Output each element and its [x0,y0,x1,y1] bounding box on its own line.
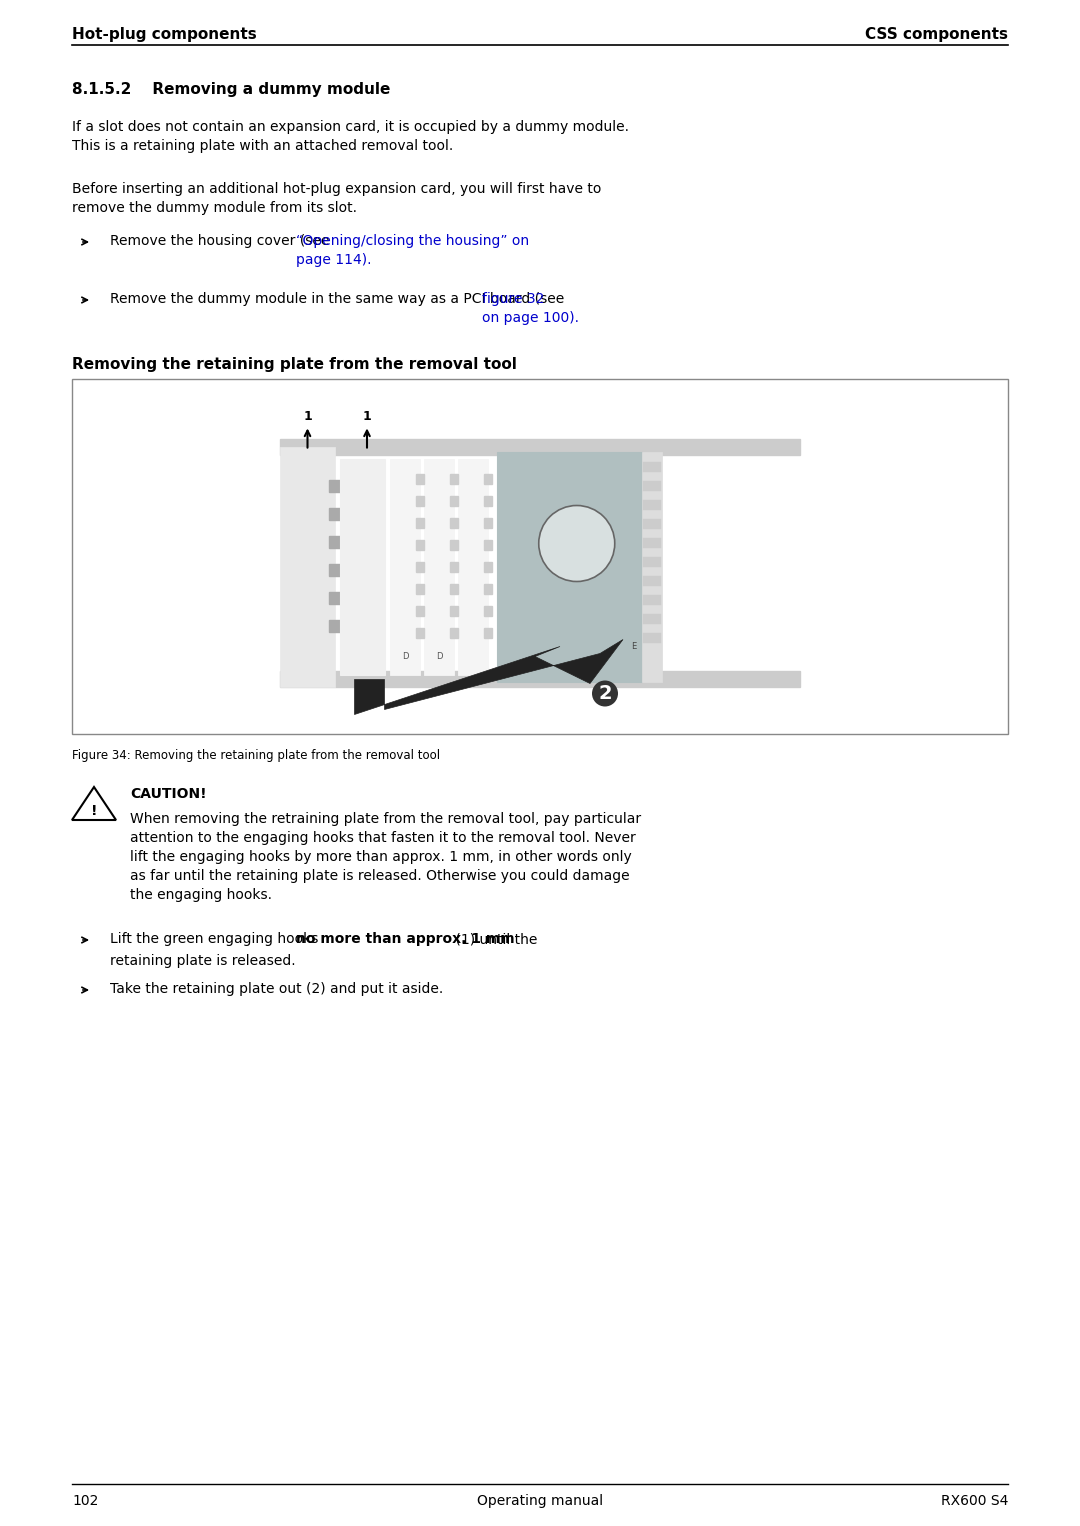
Text: “Opening/closing the housing” on
page 114).: “Opening/closing the housing” on page 11… [296,233,529,267]
Text: Figure 34: Removing the retaining plate from the removal tool: Figure 34: Removing the retaining plate … [72,749,441,761]
Text: 8.1.5.2    Removing a dummy module: 8.1.5.2 Removing a dummy module [72,82,390,98]
Bar [280,670,800,687]
Text: (1) until the: (1) until the [451,932,538,946]
Text: 1: 1 [363,409,372,423]
Bar [329,508,341,519]
Bar [450,606,458,615]
Bar [450,540,458,549]
Bar [484,606,492,615]
Bar [450,517,458,528]
Text: D: D [402,652,408,661]
Bar [484,562,492,572]
Bar [643,613,661,624]
Bar [643,519,661,528]
Bar [416,496,424,505]
Bar [643,632,661,642]
Bar [450,562,458,572]
Bar [424,458,454,674]
Text: Operating manual: Operating manual [477,1494,603,1508]
Bar [416,473,424,484]
Bar [450,496,458,505]
Bar [416,627,424,638]
Bar [416,583,424,594]
Bar [450,583,458,594]
Text: RX600 S4: RX600 S4 [941,1494,1008,1508]
Bar [450,473,458,484]
Bar [329,563,341,575]
Bar [643,461,661,472]
Bar [484,517,492,528]
Bar [643,537,661,548]
Bar [643,575,661,586]
Text: E: E [632,642,636,652]
Text: Lift the green engaging hooks: Lift the green engaging hooks [110,932,323,946]
Bar [458,458,488,674]
Circle shape [539,505,615,581]
Bar [642,452,662,682]
Text: figure 32
on page 100).: figure 32 on page 100). [482,291,579,325]
Bar [329,479,341,491]
Text: Remove the housing cover (see: Remove the housing cover (see [110,233,334,249]
Bar [329,592,341,603]
Text: 1: 1 [303,409,312,423]
Bar [497,452,642,682]
FancyBboxPatch shape [72,378,1008,734]
Text: CAUTION!: CAUTION! [130,787,206,801]
Text: !: ! [91,804,97,818]
Bar [643,481,661,490]
Text: Removing the retaining plate from the removal tool: Removing the retaining plate from the re… [72,357,517,372]
Text: no more than approx. 1 mm: no more than approx. 1 mm [296,932,515,946]
Text: Take the retaining plate out (2) and put it aside.: Take the retaining plate out (2) and put… [110,983,443,996]
Text: retaining plate is released.: retaining plate is released. [110,954,296,967]
Bar [416,540,424,549]
Text: D: D [435,652,442,661]
Bar [416,517,424,528]
Bar [416,562,424,572]
Bar [280,438,800,455]
Bar [484,473,492,484]
Bar [484,540,492,549]
Bar [643,557,661,566]
Bar [484,627,492,638]
Bar [340,458,384,674]
Text: 2: 2 [598,684,611,703]
Text: If a slot does not contain an expansion card, it is occupied by a dummy module.
: If a slot does not contain an expansion … [72,121,629,153]
Text: When removing the retraining plate from the removal tool, pay particular
attenti: When removing the retraining plate from … [130,812,642,902]
Bar [280,447,335,687]
Polygon shape [354,639,623,714]
Text: 102: 102 [72,1494,98,1508]
Bar [329,620,341,632]
Text: Remove the dummy module in the same way as a PCI board (see: Remove the dummy module in the same way … [110,291,569,307]
Text: Hot-plug components: Hot-plug components [72,27,257,43]
Text: Before inserting an additional hot-plug expansion card, you will first have to
r: Before inserting an additional hot-plug … [72,182,602,215]
Text: CSS components: CSS components [865,27,1008,43]
Bar [416,606,424,615]
Polygon shape [72,787,116,819]
Bar [450,627,458,638]
Bar [329,536,341,548]
Bar [643,595,661,604]
Bar [643,499,661,510]
Bar [484,583,492,594]
Bar [484,496,492,505]
Bar [390,458,420,674]
